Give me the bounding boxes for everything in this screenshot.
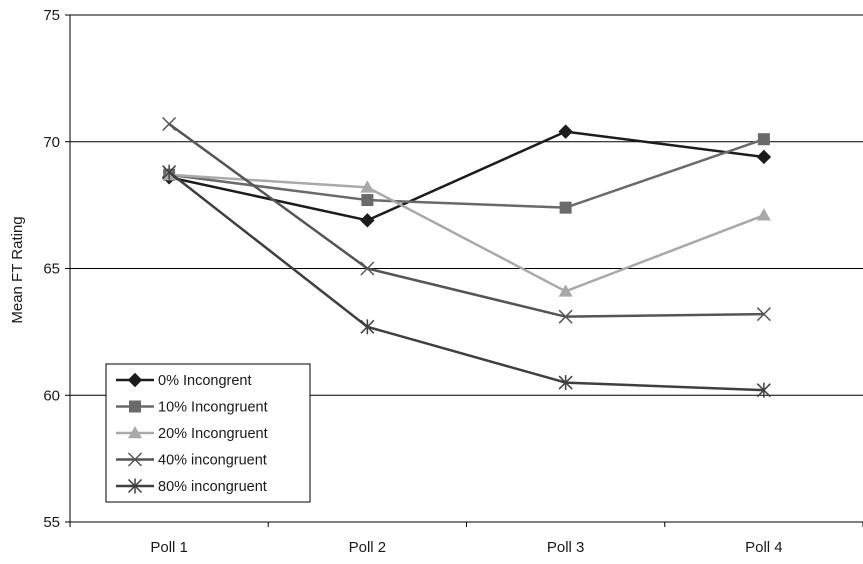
data-point <box>757 133 770 146</box>
series-1 <box>161 124 772 228</box>
series-line <box>168 138 765 209</box>
data-point <box>559 201 572 214</box>
legend-item: 20% Incongruent <box>116 426 268 442</box>
y-tick-label: 65 <box>43 261 60 278</box>
data-point <box>756 208 771 221</box>
x-tick-label: Poll 1 <box>150 539 188 556</box>
legend: 0% Incongrent 10% Incongruent 20% Incongru… <box>105 363 311 503</box>
series-line <box>169 173 765 293</box>
series-line <box>168 130 765 222</box>
legend-marker <box>128 426 142 439</box>
data-point <box>360 213 375 228</box>
data-point <box>558 284 573 297</box>
y-tick-label: 75 <box>43 7 60 24</box>
legend-marker <box>127 478 143 494</box>
series-4 <box>162 116 771 324</box>
legend-label: 10% Incongruent <box>158 400 268 416</box>
data-point <box>162 164 177 180</box>
x-tick-label: Poll 3 <box>547 539 585 556</box>
series-line <box>168 122 764 318</box>
legend-item: 80% incongruent <box>116 478 267 495</box>
series-line <box>168 171 764 392</box>
legend-label: 20% Incongruent <box>158 426 268 442</box>
legend-item: 40% incongruent <box>116 452 267 469</box>
y-axis-label: Mean FT Rating <box>9 216 26 323</box>
axes: 55 60 65 70 75 Poll 1 Poll 2 Poll 3 Poll 4 <box>43 7 863 556</box>
data-point <box>360 319 375 335</box>
data-point <box>756 149 772 165</box>
series-3 <box>162 167 771 297</box>
legend-marker <box>127 452 143 467</box>
legend-marker <box>127 372 143 388</box>
data-point <box>360 261 375 276</box>
data-point <box>558 124 573 139</box>
x-tick-label: Poll 2 <box>349 539 387 556</box>
series-group <box>161 116 772 398</box>
legend-item: 0% Incongrent <box>116 372 252 389</box>
legend-label: 80% incongruent <box>158 479 267 495</box>
data-point <box>361 194 374 207</box>
data-point <box>558 309 573 324</box>
legend-marker <box>129 400 141 413</box>
legend-item: 10% Incongruent <box>116 400 268 416</box>
data-point <box>162 116 177 132</box>
data-point <box>558 375 573 391</box>
y-tick-label: 60 <box>43 387 60 404</box>
data-point <box>360 180 375 193</box>
x-tick-label: Poll 4 <box>745 539 783 556</box>
data-point <box>756 307 771 322</box>
legend-label: 40% incongruent <box>158 453 267 469</box>
y-tick-label: 55 <box>43 514 60 531</box>
series-5 <box>162 164 771 398</box>
data-point <box>756 382 771 398</box>
legend-label: 0% Incongrent <box>158 373 252 389</box>
y-tick-label: 70 <box>43 134 60 151</box>
